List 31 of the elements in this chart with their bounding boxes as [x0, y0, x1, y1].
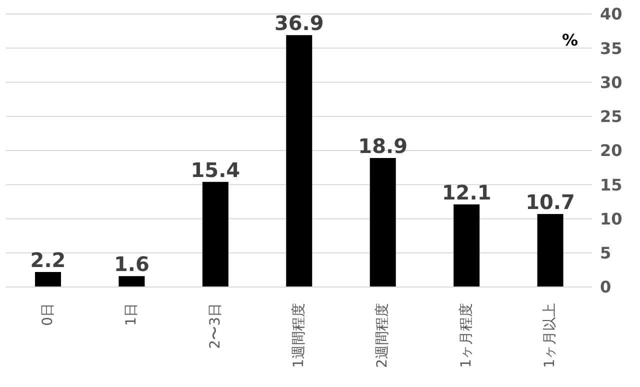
x-tick-label: 1週間程度 [291, 303, 307, 368]
x-tick-label: 1ヶ月以上 [542, 303, 558, 368]
data-label: 1.6 [114, 252, 150, 276]
y-tick-label: 5 [600, 244, 612, 263]
y-tick-label: 20 [600, 141, 622, 160]
y-tick-label: 35 [600, 38, 622, 58]
bar [118, 276, 145, 287]
x-tick-label: 1日 [124, 303, 140, 326]
x-tick-label: 2週間程度 [374, 303, 391, 368]
x-tick-label: 0日 [40, 303, 56, 326]
data-label: 15.4 [190, 158, 240, 182]
bar [454, 204, 480, 287]
y-tick-label: 0 [600, 278, 612, 297]
bar [35, 272, 61, 287]
x-tick-label: 2〜3日 [207, 303, 224, 349]
bar [370, 158, 396, 287]
data-label: 18.9 [358, 134, 408, 158]
y-tick-label: 40 [600, 4, 622, 24]
x-tick-label: 1ヶ月程度 [458, 303, 474, 368]
y-axis-title: % [562, 30, 578, 50]
bar [537, 214, 564, 287]
y-tick-label: 15 [600, 175, 622, 194]
bar [286, 35, 312, 287]
data-label: 12.1 [442, 180, 492, 204]
y-tick-label: 30 [600, 72, 622, 92]
data-label: 36.9 [274, 11, 324, 36]
y-tick-label: 10 [600, 209, 622, 228]
bar [202, 182, 228, 287]
data-label: 10.7 [526, 190, 575, 214]
data-label: 2.2 [30, 248, 66, 272]
y-tick-label: 25 [600, 107, 622, 126]
